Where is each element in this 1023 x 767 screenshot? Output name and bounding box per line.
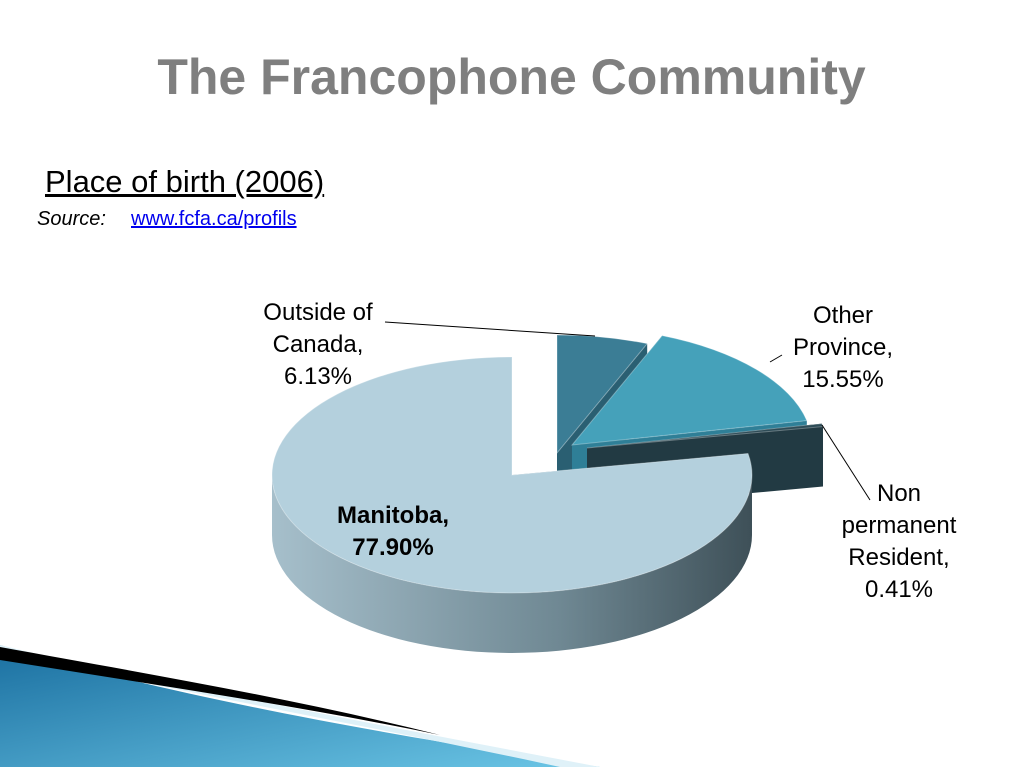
leader-line	[384, 321, 596, 337]
slice	[271, 356, 753, 594]
slice-label: Outside of Canada,	[263, 299, 373, 358]
slice-side	[272, 475, 752, 653]
slice-label: Manitoba,	[337, 502, 449, 529]
slice-label: Other Province,	[792, 302, 894, 361]
slice-label: Non permanent Resident,	[841, 480, 957, 571]
value-label: 0.41%	[864, 576, 934, 603]
source-label: Source:	[37, 208, 106, 230]
subtitle: Place of birth (2006)	[45, 164, 325, 199]
leader-line	[769, 354, 783, 363]
value-label: 15.55%	[802, 366, 884, 393]
slice	[556, 334, 649, 455]
value-label: 77.90%	[352, 534, 434, 561]
slice	[570, 335, 808, 446]
decoration	[0, 645, 600, 767]
leader-line	[821, 424, 871, 501]
title: The Francophone Community	[157, 49, 866, 105]
value-label: 6.13%	[283, 363, 353, 390]
source-link[interactable]: www.fcfa.ca/profils	[131, 208, 297, 230]
